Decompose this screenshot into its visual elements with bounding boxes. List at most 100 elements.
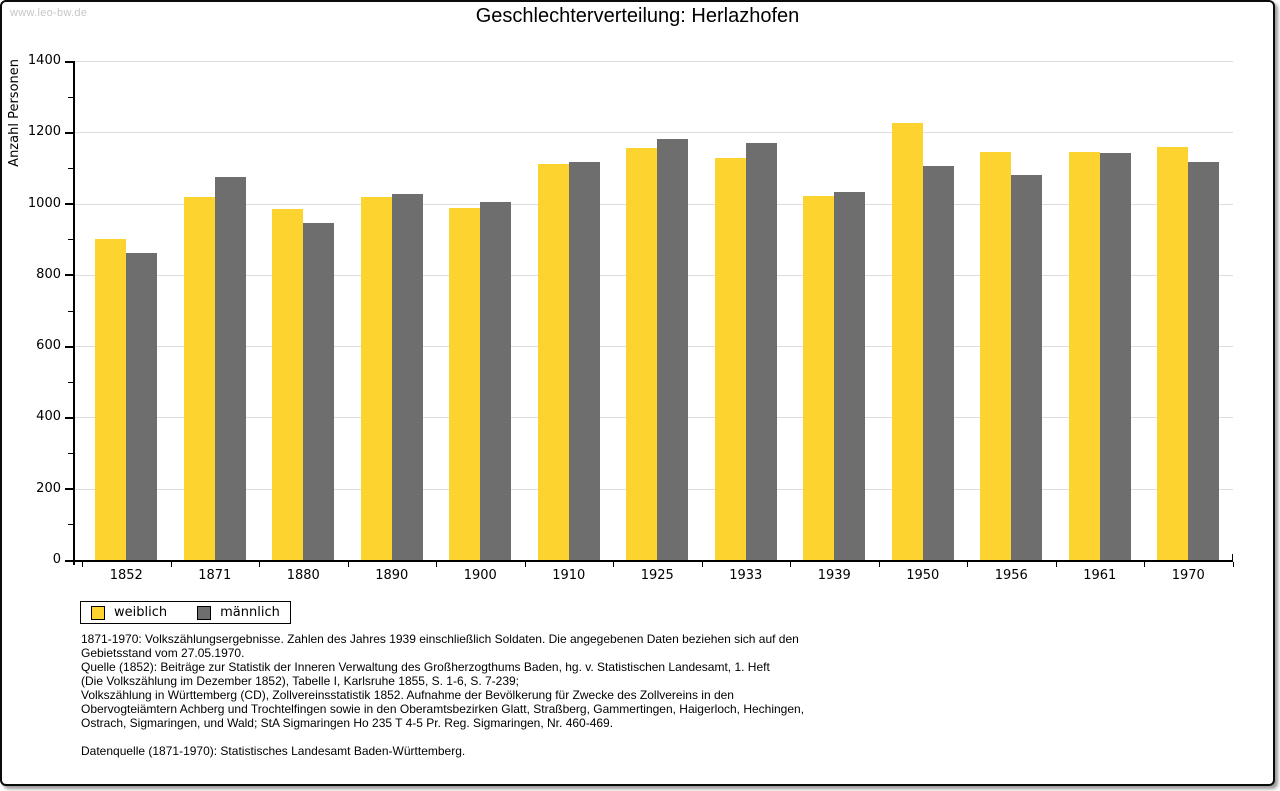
x-tick-9	[878, 562, 880, 567]
y-minor-tick-500	[68, 381, 73, 383]
y-major-tick-0	[65, 559, 73, 562]
y-major-tick-1200	[65, 131, 73, 134]
x-tick-label-1939: 1939	[817, 568, 851, 583]
bar-weiblich-1939	[803, 196, 835, 560]
legend-swatch-männlich	[197, 605, 212, 620]
source-notes-line-3: Quelle (1852): Beiträge zur Statistik de…	[81, 660, 770, 674]
x-tick-3	[347, 562, 349, 567]
x-tick-label-1880: 1880	[286, 568, 320, 583]
bar-weiblich-1956	[980, 151, 1012, 560]
bar-weiblich-1871	[183, 197, 215, 560]
x-tick-label-1890: 1890	[375, 568, 409, 583]
bar-männlich-1925	[657, 138, 689, 560]
bar-weiblich-1900	[449, 207, 481, 560]
x-tick-10	[967, 562, 968, 567]
y-minor-tick-1100	[68, 167, 73, 169]
y-minor-tick-300	[68, 453, 73, 455]
x-axis-line	[73, 560, 1233, 562]
y-minor-tick-700	[68, 310, 73, 312]
x-tick-label-1852: 1852	[109, 568, 143, 583]
x-tick-0	[82, 562, 83, 567]
bar-männlich-1900	[480, 202, 512, 560]
x-tick-1	[170, 562, 172, 567]
y-minor-tick-900	[68, 239, 73, 241]
x-tick-label-1950: 1950	[906, 568, 940, 583]
source-notes-line-7: Ostrach, Sigmaringen, und Wald; StA Sigm…	[81, 716, 614, 730]
y-tick-label-1200: 1200	[27, 124, 61, 140]
chart-title: Geschlechterverteilung: Herlazhofen	[475, 5, 800, 27]
bar-männlich-1871	[214, 177, 246, 560]
watermark: www.leo-bw.de	[10, 7, 88, 19]
bar-männlich-1910	[568, 162, 600, 560]
y-major-tick-800	[65, 274, 73, 277]
x-tick-label-1925: 1925	[640, 568, 674, 583]
y-axis-line	[73, 61, 75, 565]
y-major-tick-400	[65, 416, 73, 419]
x-tick-7	[701, 562, 703, 567]
x-tick-label-1900: 1900	[463, 568, 497, 583]
y-major-tick-600	[65, 345, 73, 348]
bar-weiblich-1890	[360, 197, 392, 560]
y-tick-label-0: 0	[52, 552, 61, 567]
x-tick-label-1956: 1956	[994, 568, 1028, 583]
bar-männlich-1852	[126, 252, 158, 560]
y-tick-label-1000: 1000	[27, 195, 61, 211]
bar-männlich-1890	[391, 193, 423, 560]
bar-männlich-1880	[303, 222, 335, 560]
y-tick-label-600: 600	[36, 338, 61, 354]
bar-männlich-1939	[834, 192, 866, 560]
legend-swatch-weiblich	[91, 605, 105, 620]
bar-weiblich-1880	[272, 208, 304, 560]
gridline-1400	[75, 61, 1233, 62]
x-tick-5	[524, 562, 526, 567]
y-tick-label-400: 400	[36, 409, 61, 425]
gridline-1200	[75, 132, 1233, 134]
y-major-tick-1400	[65, 60, 73, 63]
y-tick-label-1400: 1400	[27, 53, 61, 68]
source-notes: 1871-1970: Volkszählungsergebnisse. Zahl…	[81, 632, 804, 758]
source-notes-line-2: Gebietsstand vom 27.05.1970.	[81, 646, 245, 660]
y-minor-tick-1300	[68, 96, 73, 98]
source-notes-line-4: (Die Volkszählung im Dezember 1852), Tab…	[81, 674, 520, 688]
bar-männlich-1970	[1188, 161, 1220, 560]
bar-weiblich-1925	[626, 148, 658, 560]
source-notes-spacer	[81, 730, 804, 744]
x-tick-label-1970: 1970	[1171, 568, 1205, 583]
x-axis-end-cap	[1231, 554, 1233, 560]
bar-weiblich-1961	[1068, 152, 1100, 560]
legend-label-weiblich: weiblich	[114, 605, 168, 620]
source-notes-line-5: Volkszählung in Württemberg (CD), Zollve…	[81, 688, 734, 702]
y-tick-label-200: 200	[36, 480, 61, 496]
y-major-tick-1000	[65, 203, 73, 206]
bar-weiblich-1852	[95, 239, 127, 560]
x-tick-label-1910: 1910	[552, 568, 586, 583]
x-tick-label-1961: 1961	[1083, 568, 1117, 583]
x-tick-13	[1232, 562, 1234, 567]
bar-weiblich-1933	[714, 157, 746, 560]
x-tick-11	[1055, 562, 1057, 567]
bar-männlich-1956	[1011, 175, 1043, 560]
legend-label-männlich: männlich	[220, 605, 280, 620]
bar-weiblich-1910	[537, 163, 569, 560]
legend-item-weiblich: weiblich	[91, 605, 167, 620]
x-tick-label-1933: 1933	[729, 568, 763, 583]
bar-männlich-1950	[922, 166, 954, 560]
source-notes-line-9: Datenquelle (1871-1970): Statistisches L…	[81, 744, 466, 758]
y-minor-tick-100	[68, 524, 73, 526]
bar-männlich-1933	[745, 142, 777, 560]
bar-weiblich-1950	[891, 123, 923, 560]
y-tick-label-800: 800	[36, 266, 61, 282]
y-major-tick-200	[65, 488, 73, 491]
legend-item-männlich: männlich	[197, 605, 280, 620]
source-notes-line-1: 1871-1970: Volkszählungsergebnisse. Zahl…	[81, 632, 799, 646]
x-tick-label-1871: 1871	[198, 568, 232, 583]
x-tick-12	[1144, 562, 1145, 567]
x-tick-6	[613, 562, 614, 567]
x-tick-4	[436, 562, 437, 567]
legend: weiblich männlich	[80, 601, 291, 624]
x-tick-2	[259, 562, 260, 567]
source-notes-line-6: Obervogteiämtern Achberg und Trochtelfin…	[81, 702, 805, 716]
bar-weiblich-1970	[1157, 147, 1189, 560]
